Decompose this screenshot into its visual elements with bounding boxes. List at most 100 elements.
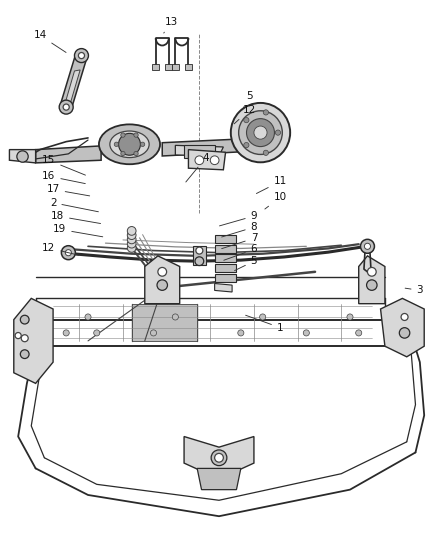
Polygon shape — [381, 298, 424, 357]
Bar — [185, 63, 192, 70]
Polygon shape — [215, 274, 237, 282]
Circle shape — [172, 314, 178, 320]
Text: 3: 3 — [405, 285, 423, 295]
Bar — [172, 63, 179, 70]
Circle shape — [210, 156, 219, 165]
Circle shape — [260, 314, 266, 320]
Polygon shape — [64, 70, 80, 107]
Circle shape — [85, 314, 91, 320]
Polygon shape — [145, 256, 180, 304]
Circle shape — [20, 350, 29, 359]
Text: 2: 2 — [50, 198, 99, 212]
Text: 16: 16 — [42, 171, 85, 183]
Circle shape — [59, 100, 73, 114]
Circle shape — [367, 280, 377, 290]
Text: 18: 18 — [51, 211, 101, 223]
Circle shape — [127, 235, 136, 244]
Text: 14: 14 — [33, 30, 66, 52]
Circle shape — [74, 49, 88, 62]
Polygon shape — [132, 304, 197, 341]
Circle shape — [157, 280, 167, 290]
Circle shape — [276, 130, 281, 135]
Circle shape — [63, 104, 69, 110]
Bar — [152, 63, 159, 70]
Circle shape — [63, 330, 69, 336]
Circle shape — [150, 330, 156, 336]
Text: 12: 12 — [42, 243, 79, 255]
Polygon shape — [35, 146, 101, 163]
Circle shape — [119, 133, 141, 155]
Bar — [165, 63, 172, 70]
Circle shape — [78, 53, 85, 59]
Polygon shape — [215, 254, 237, 262]
Text: 5: 5 — [235, 256, 257, 271]
Circle shape — [21, 335, 28, 342]
Ellipse shape — [110, 131, 149, 158]
Polygon shape — [359, 256, 385, 304]
Circle shape — [244, 117, 249, 123]
Circle shape — [356, 330, 362, 336]
Circle shape — [134, 151, 138, 156]
Text: 10: 10 — [265, 192, 287, 209]
Polygon shape — [215, 245, 237, 253]
Polygon shape — [215, 284, 232, 292]
Circle shape — [239, 111, 283, 155]
Circle shape — [127, 231, 136, 239]
Text: 1: 1 — [246, 315, 283, 333]
Circle shape — [367, 268, 376, 276]
Circle shape — [211, 450, 227, 466]
Circle shape — [61, 246, 75, 260]
Polygon shape — [184, 146, 215, 158]
Polygon shape — [14, 298, 53, 383]
Circle shape — [127, 227, 136, 235]
Polygon shape — [197, 469, 241, 490]
Ellipse shape — [99, 124, 160, 164]
Polygon shape — [175, 146, 223, 156]
Polygon shape — [215, 235, 237, 243]
Circle shape — [195, 257, 204, 265]
Polygon shape — [193, 246, 206, 265]
Text: 4: 4 — [186, 152, 209, 182]
Circle shape — [360, 239, 374, 253]
Circle shape — [399, 328, 410, 338]
Circle shape — [215, 454, 223, 462]
Circle shape — [127, 239, 136, 248]
Circle shape — [94, 330, 100, 336]
Circle shape — [20, 315, 29, 324]
Circle shape — [65, 249, 71, 256]
Circle shape — [195, 156, 204, 165]
Circle shape — [244, 142, 249, 148]
Text: 9: 9 — [219, 211, 257, 226]
Polygon shape — [60, 54, 88, 107]
Circle shape — [196, 247, 203, 254]
Circle shape — [347, 314, 353, 320]
Circle shape — [158, 268, 166, 276]
Circle shape — [141, 142, 145, 147]
Text: 17: 17 — [46, 184, 90, 196]
Circle shape — [231, 103, 290, 163]
Circle shape — [121, 133, 125, 138]
Text: 15: 15 — [42, 155, 85, 175]
Circle shape — [254, 126, 267, 139]
Text: 19: 19 — [53, 224, 103, 237]
Circle shape — [263, 150, 268, 156]
Circle shape — [401, 313, 408, 320]
Polygon shape — [10, 150, 35, 163]
Circle shape — [17, 151, 28, 162]
Circle shape — [303, 330, 309, 336]
Text: 8: 8 — [222, 222, 257, 237]
Text: 12: 12 — [234, 105, 256, 124]
Text: 7: 7 — [222, 233, 257, 249]
Polygon shape — [215, 264, 237, 272]
Text: 5: 5 — [242, 92, 253, 110]
Text: 6: 6 — [224, 245, 257, 260]
Circle shape — [364, 243, 371, 249]
Polygon shape — [188, 150, 226, 170]
Circle shape — [238, 330, 244, 336]
Text: 11: 11 — [256, 176, 287, 193]
Circle shape — [134, 133, 138, 138]
Polygon shape — [162, 138, 263, 156]
Polygon shape — [184, 437, 254, 479]
Circle shape — [114, 142, 119, 147]
Circle shape — [15, 333, 21, 338]
